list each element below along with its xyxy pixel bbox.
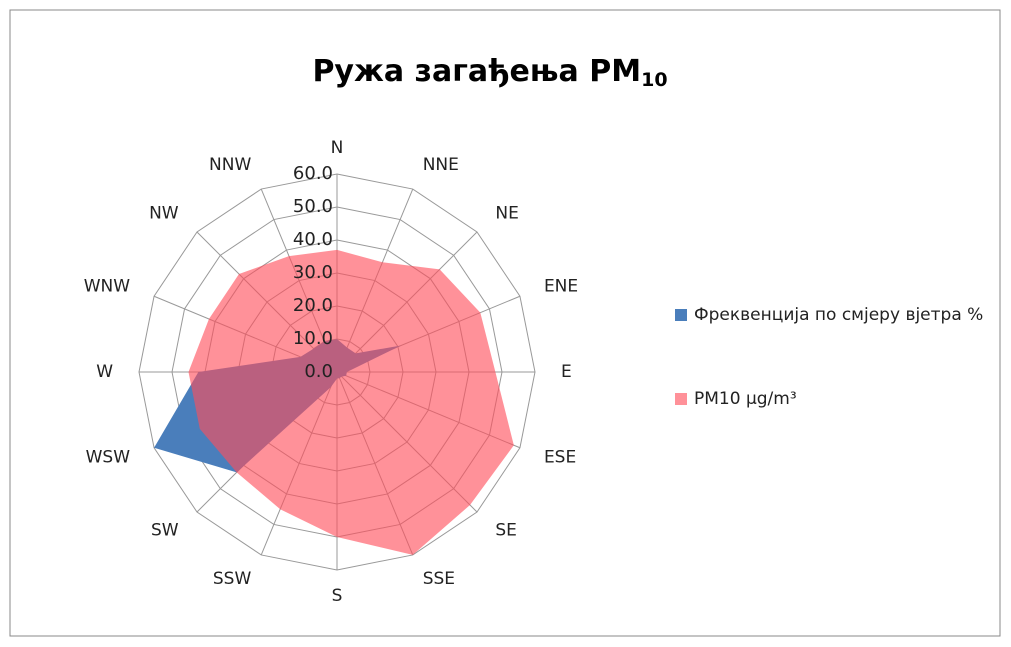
category-label: NNW: [209, 155, 251, 175]
category-label: SSW: [213, 569, 252, 589]
category-label: SE: [495, 520, 517, 540]
radar-area: [188, 249, 514, 555]
category-label: E: [561, 362, 572, 382]
category-label: WSW: [86, 448, 131, 468]
category-label: NNE: [423, 155, 459, 175]
y-tick-label: 20.0: [293, 295, 333, 316]
category-label: W: [96, 362, 113, 382]
category-label: SW: [151, 520, 179, 540]
category-label: S: [332, 586, 343, 606]
y-tick-label: 0.0: [304, 361, 333, 382]
legend-label: PM10 µg/m³: [694, 389, 797, 409]
y-tick-label: 60.0: [293, 163, 333, 184]
legend-swatch: [675, 393, 687, 405]
y-tick-label: 30.0: [293, 262, 333, 283]
category-label: NE: [495, 204, 518, 224]
y-tick-label: 50.0: [293, 196, 333, 217]
category-label: SSE: [423, 569, 455, 589]
chart-frame: [9, 9, 1001, 637]
y-tick-label: 40.0: [293, 229, 333, 250]
category-label: ESE: [544, 448, 576, 468]
category-label: N: [331, 138, 344, 158]
category-label: ENE: [544, 276, 578, 296]
category-label: NW: [149, 204, 179, 224]
category-label: WNW: [84, 276, 131, 296]
y-tick-label: 10.0: [293, 328, 333, 349]
title-main: Ружа загађења PM: [312, 54, 641, 89]
chart-title: Ружа загађења PM10: [312, 54, 667, 91]
legend-swatch: [675, 309, 687, 321]
title-subscript: 10: [641, 69, 667, 91]
legend-label: Фреквенција по смјеру вјетра %: [694, 305, 983, 325]
